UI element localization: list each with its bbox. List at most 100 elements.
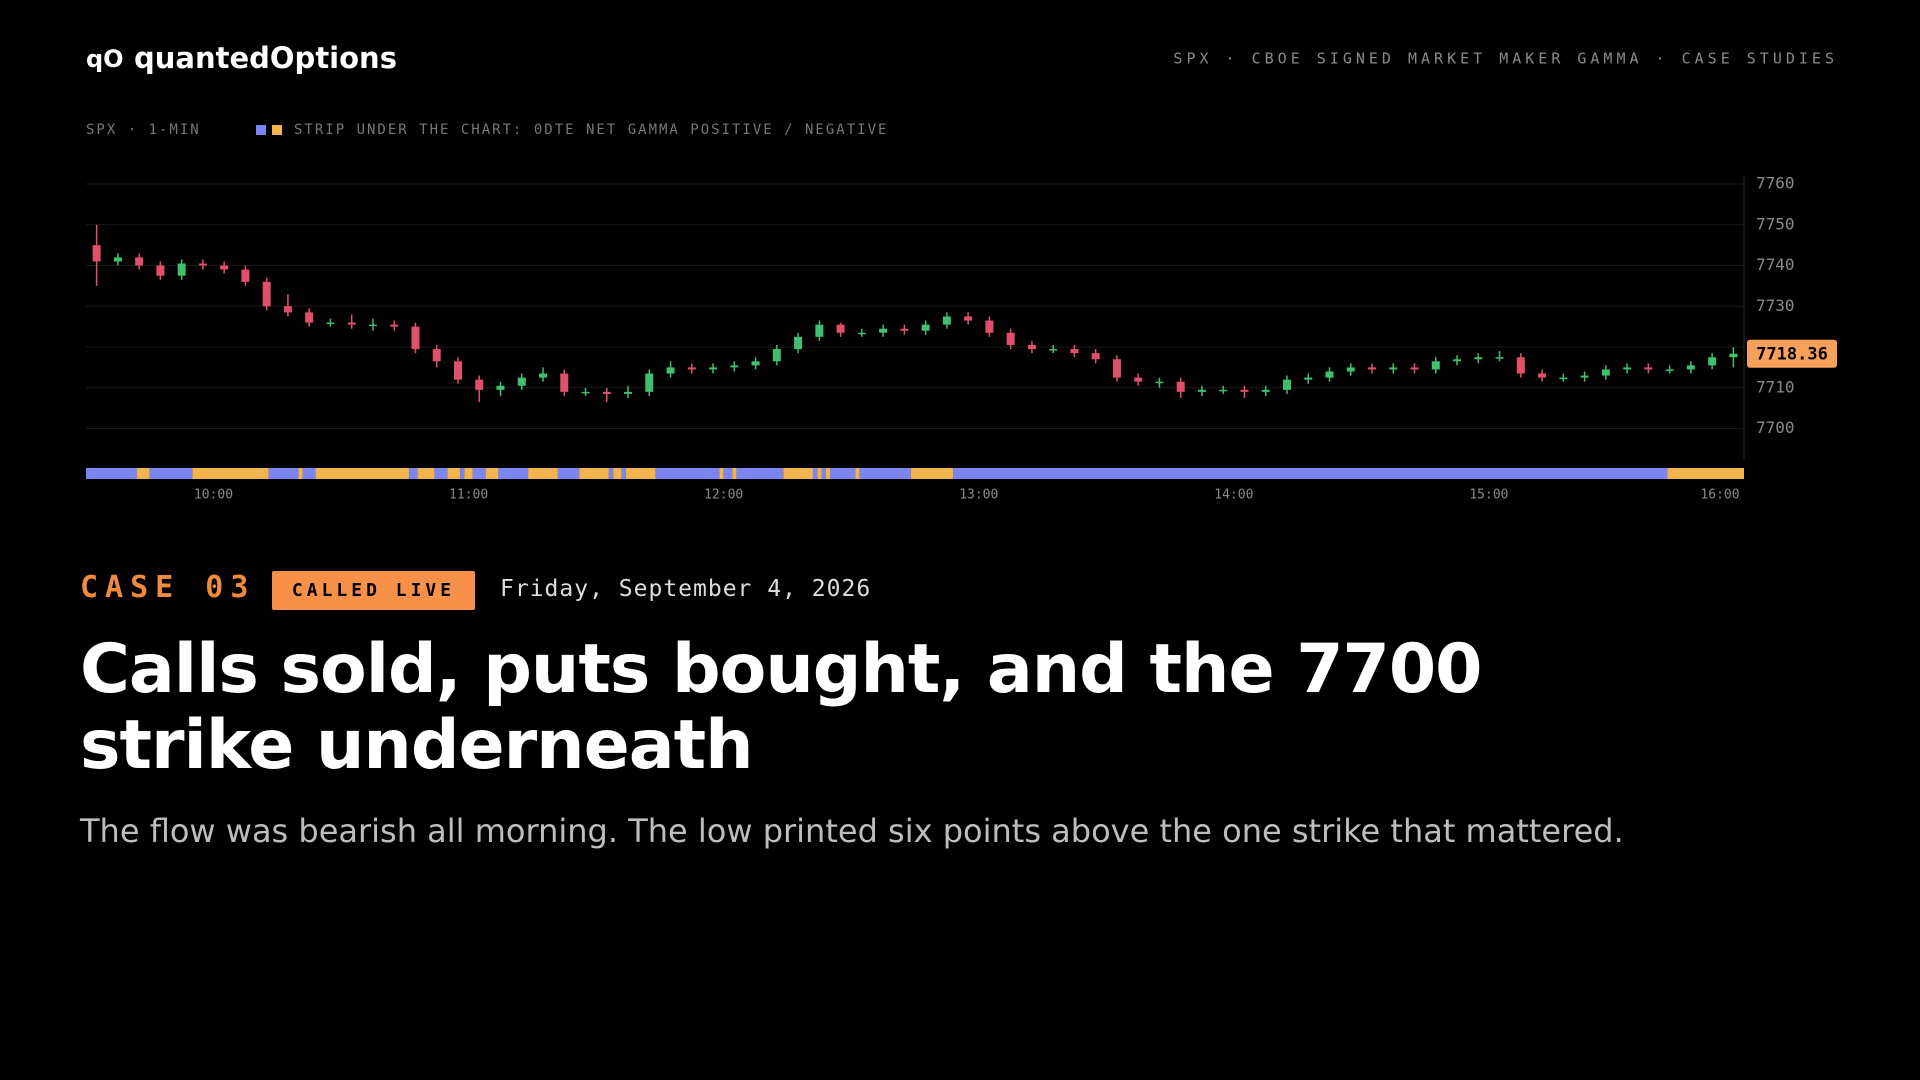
x-tick-label: 16:00 bbox=[1700, 488, 1739, 503]
y-tick-label: 7760 bbox=[1756, 174, 1795, 193]
gamma-segment bbox=[953, 468, 1668, 479]
gamma-segment bbox=[302, 468, 316, 479]
gamma-segment bbox=[859, 468, 911, 479]
candle-body bbox=[1644, 367, 1653, 370]
candle-body bbox=[1304, 377, 1313, 380]
gamma-segment bbox=[315, 468, 410, 479]
candle-body bbox=[836, 324, 845, 333]
candle-body bbox=[305, 312, 314, 323]
candle-body bbox=[581, 391, 590, 394]
gamma-segment bbox=[812, 468, 818, 479]
last-price-tag bbox=[1747, 339, 1837, 368]
case-label: CASE 03 bbox=[80, 570, 256, 605]
candle-body bbox=[177, 263, 186, 276]
candle-body bbox=[879, 328, 888, 333]
x-tick-label: 12:00 bbox=[704, 488, 743, 503]
candle-body bbox=[1516, 357, 1525, 374]
candle-body bbox=[135, 257, 144, 266]
gamma-segment bbox=[149, 468, 193, 479]
candle-body bbox=[751, 361, 760, 366]
y-tick-label: 7750 bbox=[1756, 214, 1795, 233]
y-tick-label: 7700 bbox=[1756, 418, 1795, 437]
gamma-segment bbox=[1667, 468, 1744, 479]
candle-body bbox=[857, 332, 866, 335]
candle-body bbox=[624, 391, 633, 394]
candle-body bbox=[1601, 369, 1610, 376]
candle-body bbox=[560, 373, 569, 392]
candle-body bbox=[1027, 344, 1036, 350]
candle-body bbox=[1176, 381, 1185, 392]
candle-body bbox=[687, 367, 696, 370]
gamma-segment bbox=[417, 468, 435, 479]
gamma-segment bbox=[460, 468, 465, 479]
brand[interactable]: quantedOptions bbox=[134, 41, 397, 75]
candle-body bbox=[283, 306, 292, 313]
gamma-segment bbox=[613, 468, 622, 479]
candle-body bbox=[1240, 389, 1249, 392]
candle-body bbox=[1049, 349, 1058, 351]
gamma-segment bbox=[298, 468, 303, 479]
gamma-segment bbox=[409, 468, 418, 479]
gamma-segment bbox=[829, 468, 856, 479]
gamma-segment bbox=[485, 468, 499, 479]
gamma-segment bbox=[825, 468, 830, 479]
gamma-segment bbox=[621, 468, 626, 479]
gamma-segment bbox=[608, 468, 614, 479]
candle-body bbox=[1134, 377, 1143, 382]
candle-body bbox=[390, 324, 399, 327]
candle-body bbox=[347, 322, 356, 325]
gamma-segment bbox=[447, 468, 461, 479]
candle-body bbox=[1729, 353, 1738, 358]
candle-body bbox=[1155, 381, 1164, 384]
gamma-segment bbox=[498, 468, 529, 479]
candle-body bbox=[1559, 377, 1568, 380]
y-tick-label: 7710 bbox=[1756, 377, 1795, 396]
legend-text: STRIP UNDER THE CHART: 0DTE NET GAMMA PO… bbox=[294, 122, 888, 138]
candle-body bbox=[1091, 353, 1100, 360]
candle-body bbox=[1346, 367, 1355, 372]
gamma-segment bbox=[464, 468, 473, 479]
gamma-segment bbox=[723, 468, 733, 479]
candle-body bbox=[730, 365, 739, 368]
candle-body bbox=[1282, 379, 1291, 390]
candle-body bbox=[368, 324, 377, 327]
candle-body bbox=[1325, 371, 1334, 378]
candle-body bbox=[198, 263, 207, 266]
badge: CALLED LIVE bbox=[272, 571, 475, 610]
candle-body bbox=[1495, 357, 1504, 359]
x-tick-label: 11:00 bbox=[449, 488, 488, 503]
gamma-segment bbox=[625, 468, 656, 479]
candle-body bbox=[1112, 359, 1121, 378]
subtitle: The flow was bearish all morning. The lo… bbox=[80, 812, 1624, 850]
x-tick-label: 10:00 bbox=[194, 488, 233, 503]
gamma-segment bbox=[579, 468, 609, 479]
candle-body bbox=[1665, 369, 1674, 371]
candle-body bbox=[432, 349, 441, 362]
candle-body bbox=[1197, 389, 1206, 392]
logo-mark[interactable]: qO bbox=[86, 45, 124, 73]
candle-body bbox=[496, 385, 505, 390]
candle-body bbox=[1708, 357, 1717, 366]
candle-body bbox=[942, 316, 951, 325]
candle-body bbox=[453, 361, 462, 380]
x-tick-label: 14:00 bbox=[1214, 488, 1253, 503]
candle-body bbox=[1623, 367, 1632, 370]
gamma-segment bbox=[472, 468, 486, 479]
gamma-segment bbox=[655, 468, 720, 479]
gamma-segment bbox=[855, 468, 860, 479]
candle-body bbox=[326, 322, 335, 325]
gamma-segment bbox=[910, 468, 954, 479]
candle-body bbox=[921, 324, 930, 331]
nav[interactable]: SPX · CBOE SIGNED MARKET MAKER GAMMA · C… bbox=[1173, 50, 1838, 68]
headline: Calls sold, puts bought, and the 7700 st… bbox=[80, 630, 1483, 785]
candle-body bbox=[92, 245, 101, 262]
candle-body bbox=[1219, 389, 1228, 392]
x-tick-label: 13:00 bbox=[959, 488, 998, 503]
candle-body bbox=[794, 336, 803, 350]
last-price-label: 7718.36 bbox=[1756, 345, 1828, 365]
gamma-segment bbox=[719, 468, 724, 479]
legend-swatch bbox=[256, 125, 266, 135]
gamma-segment bbox=[528, 468, 558, 479]
